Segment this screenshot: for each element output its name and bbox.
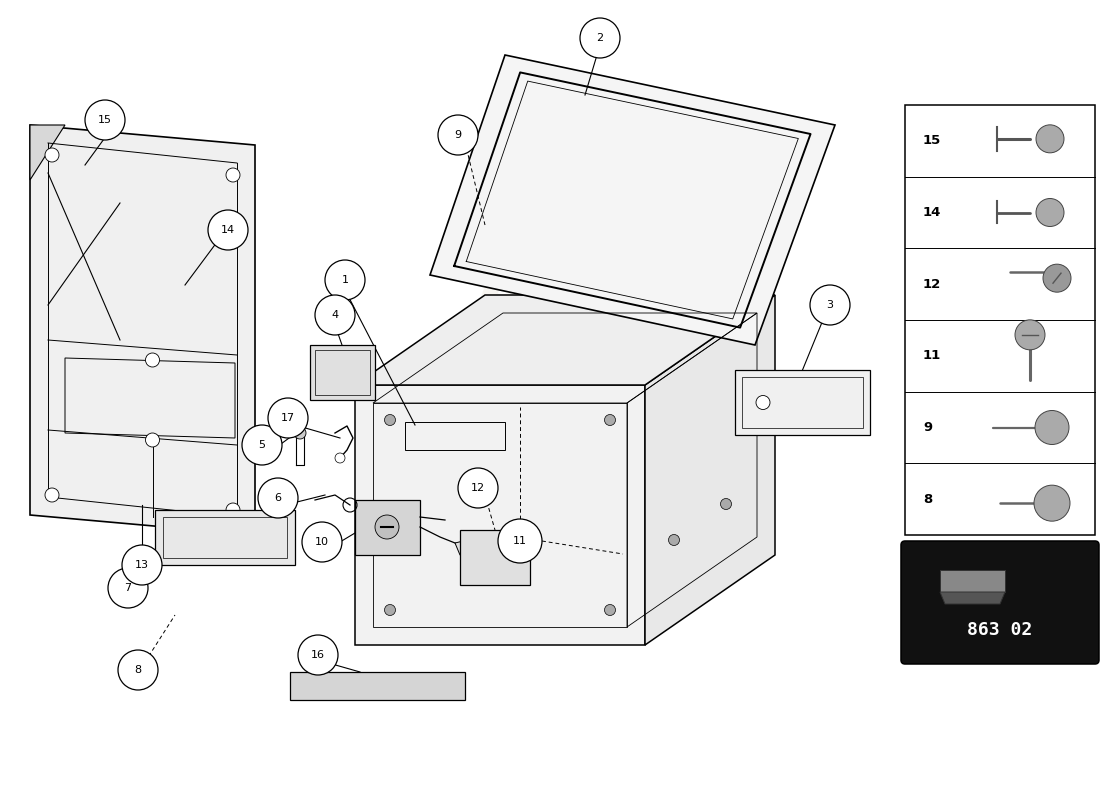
Circle shape [226,168,240,182]
Polygon shape [30,125,65,180]
Polygon shape [355,295,776,385]
Text: 17: 17 [280,413,295,423]
Circle shape [1036,125,1064,153]
Polygon shape [940,570,1005,592]
Polygon shape [290,672,465,700]
Circle shape [580,18,620,58]
Polygon shape [455,537,485,555]
Text: 8: 8 [134,665,142,675]
Polygon shape [355,385,645,645]
Circle shape [226,503,240,517]
Circle shape [108,568,148,608]
Polygon shape [905,105,1094,535]
Circle shape [298,635,338,675]
Text: a passion for parts since 1985: a passion for parts since 1985 [485,406,715,454]
Text: 14: 14 [221,225,235,235]
Circle shape [385,605,396,615]
Text: 1: 1 [341,275,349,285]
Text: 12: 12 [471,483,485,493]
Polygon shape [310,345,375,400]
Text: 15: 15 [923,134,942,147]
Circle shape [294,427,306,439]
Text: 7: 7 [124,583,132,593]
Text: 6: 6 [275,493,282,503]
Circle shape [1035,410,1069,445]
Text: 16: 16 [311,650,324,660]
Circle shape [268,398,308,438]
Circle shape [302,522,342,562]
Circle shape [1034,485,1070,521]
Circle shape [1043,264,1071,292]
Polygon shape [940,592,1005,604]
Circle shape [145,433,160,447]
Circle shape [145,353,160,367]
Circle shape [605,605,616,615]
Circle shape [810,285,850,325]
Polygon shape [355,500,420,555]
Circle shape [458,468,498,508]
Circle shape [605,414,616,426]
Text: 3: 3 [826,300,834,310]
Text: 9: 9 [923,421,932,434]
Circle shape [1036,198,1064,226]
Circle shape [438,115,478,155]
Text: 4: 4 [331,310,339,320]
Text: 13: 13 [135,560,149,570]
Text: 14: 14 [923,206,942,219]
Circle shape [45,488,59,502]
Polygon shape [645,295,775,645]
Circle shape [498,519,542,563]
Circle shape [385,414,396,426]
Circle shape [242,425,282,465]
Circle shape [375,515,399,539]
Polygon shape [430,55,835,345]
Polygon shape [30,125,255,535]
Text: 863 02: 863 02 [967,621,1033,639]
Circle shape [45,148,59,162]
Circle shape [208,210,248,250]
Circle shape [669,534,680,546]
Text: 11: 11 [513,536,527,546]
Circle shape [85,100,125,140]
FancyBboxPatch shape [901,541,1099,664]
Circle shape [756,395,770,410]
Circle shape [336,453,345,463]
Text: 8: 8 [923,493,933,506]
Text: 10: 10 [315,537,329,547]
Text: 9: 9 [454,130,462,140]
Circle shape [258,478,298,518]
Polygon shape [460,530,530,585]
Text: 12: 12 [923,278,942,290]
Circle shape [118,650,158,690]
Circle shape [324,260,365,300]
Circle shape [315,295,355,335]
Polygon shape [155,510,295,565]
Text: 15: 15 [98,115,112,125]
Circle shape [720,498,732,510]
Text: 5: 5 [258,440,265,450]
Text: 2: 2 [596,33,604,43]
Circle shape [122,545,162,585]
Polygon shape [735,370,870,435]
Text: europ: europ [471,252,729,388]
Text: 11: 11 [923,350,942,362]
Circle shape [1015,320,1045,350]
